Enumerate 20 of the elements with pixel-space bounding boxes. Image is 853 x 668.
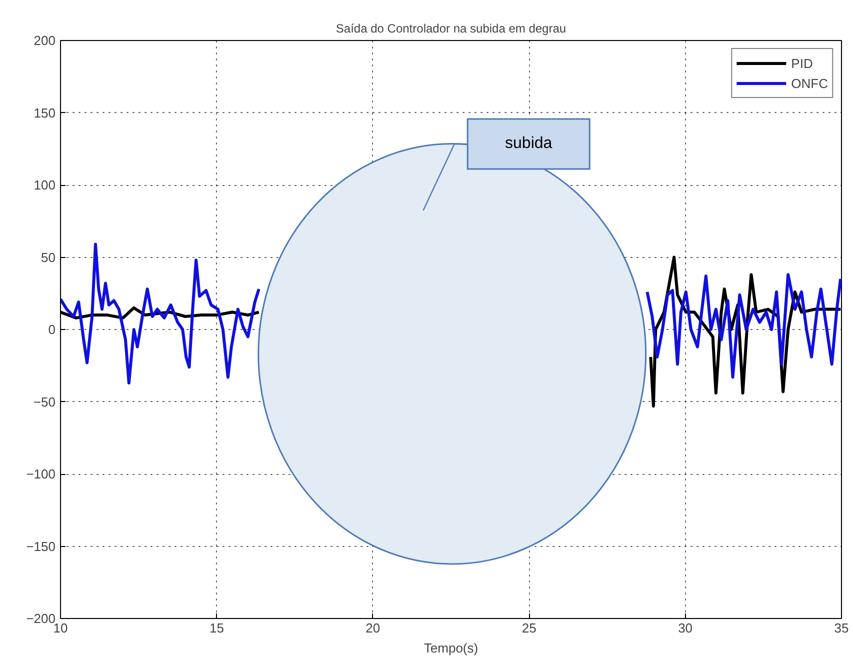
picture-callout-box: subida	[466, 118, 590, 170]
chart-title: Saída do Controlador na subida em degrau	[336, 22, 566, 36]
x-tick-label: 20	[366, 620, 380, 636]
y-tick-label: −50	[33, 394, 56, 410]
y-tick-label: −100	[26, 466, 56, 482]
annotation: subida	[505, 135, 552, 152]
y-tick-label: 50	[41, 250, 56, 265]
x-tick-label: 30	[678, 620, 693, 636]
y-tick-label: −150	[26, 538, 56, 554]
legend-label: ONFC	[791, 76, 828, 90]
x-axis-title: Tempo(s)	[424, 640, 478, 656]
y-tick-label: 150	[34, 105, 56, 120]
x-tick-label: 15	[209, 620, 224, 636]
y-tick-label: 200	[34, 33, 56, 48]
y-tick-label: 0	[48, 322, 56, 337]
y-tick-label: 100	[34, 178, 56, 192]
y-tick-label: −200	[26, 611, 56, 626]
x-tick-label: 35	[834, 620, 849, 636]
legend-label: PID	[791, 56, 813, 70]
x-tick-label: 25	[522, 620, 536, 636]
